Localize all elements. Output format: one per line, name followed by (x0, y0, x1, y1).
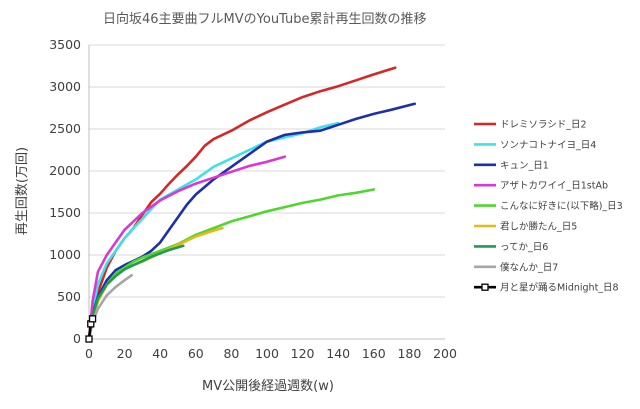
x-tick-label: 180 (397, 346, 421, 361)
plot-series (85, 66, 417, 343)
legend-label: ソンナコトナイヨ_日4 (500, 140, 596, 151)
legend-label: こんなに好きに(以下略)_日3 (500, 200, 623, 212)
series-line-3 (87, 155, 287, 341)
x-tick-label: 80 (223, 346, 239, 361)
y-tick-label: 0 (73, 331, 81, 346)
series-line-0 (87, 66, 397, 341)
y-axis-label: 再生回数(万回) (15, 147, 30, 235)
y-tick-label: 1000 (49, 247, 81, 262)
legend-label: 君しか勝たん_日5 (500, 221, 577, 233)
y-tick-label: 3500 (49, 37, 81, 52)
x-tick-label: 140 (326, 346, 350, 361)
x-axis-label: MV公開後経過週数(w) (202, 379, 334, 394)
y-tick-labels: 0 500 1000 1500 2000 2500 3000 3500 (49, 37, 81, 346)
legend: ドレミソラシド_日2 ソンナコトナイヨ_日4 キュン_日1 アザトカワイイ_日1stA… (474, 120, 623, 294)
x-tick-label: 20 (117, 346, 133, 361)
legend-label: キュン_日1 (500, 160, 549, 171)
legend-label: ドレミソラシド_日2 (500, 120, 587, 131)
y-tick-label: 2000 (49, 163, 81, 178)
series-line-2 (87, 102, 417, 341)
legend-label: アザトカワイイ_日1stAb (500, 181, 608, 192)
x-tick-label: 60 (188, 346, 204, 361)
chart-title: 日向坂46主要曲フルMVのYouTube累計再生回数の推移 (103, 11, 427, 27)
series-point (85, 335, 93, 343)
x-tick-labels: 0 20 40 60 80 100 120 140 160 180 200 (85, 346, 457, 361)
x-tick-label: 160 (362, 346, 386, 361)
grid-lines (88, 44, 445, 340)
x-tick-label: 100 (255, 346, 279, 361)
legend-marker (481, 283, 489, 291)
legend-label: 僕なんか_日7 (500, 261, 558, 273)
series-point (88, 315, 97, 323)
legend-label: ってか_日6 (500, 242, 548, 253)
y-tick-label: 1500 (49, 205, 81, 220)
y-tick-label: 2500 (49, 121, 81, 136)
legend-label: 月と星が踊るMidnight_日8 (500, 282, 619, 294)
x-tick-label: 120 (291, 346, 315, 361)
x-tick-label: 40 (152, 346, 168, 361)
series-line-6 (87, 244, 185, 341)
series-line-4 (87, 188, 376, 341)
x-tick-label: 200 (433, 346, 457, 361)
x-tick-label: 0 (85, 346, 93, 361)
y-tick-label: 500 (57, 289, 81, 304)
y-tick-label: 3000 (49, 79, 81, 94)
